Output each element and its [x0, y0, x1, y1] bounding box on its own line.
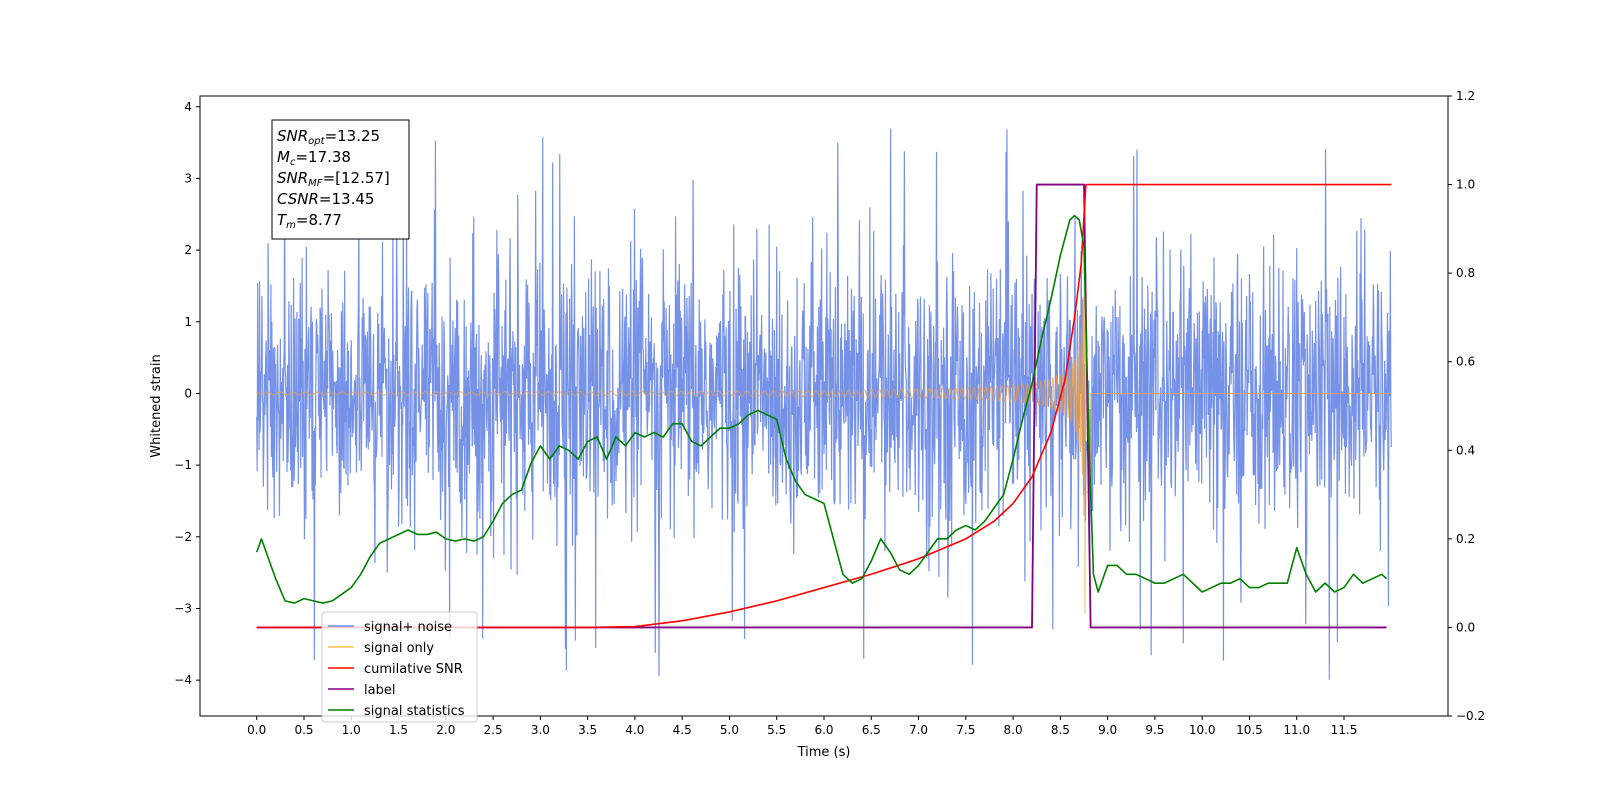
- y-left-tick-label: 2: [184, 243, 192, 257]
- series-signal-statistics: [255, 214, 1388, 604]
- legend-entry-label: signal+ noise: [364, 620, 452, 635]
- legend-frame: [321, 611, 478, 723]
- y-left-tick-label: −1: [174, 458, 192, 472]
- y-axis-label: Whitened strain: [149, 354, 164, 457]
- legend-entry-label: cumilative SNR: [364, 662, 463, 677]
- info-box-line: CSNR=13.45: [277, 190, 374, 208]
- y-left-tick-label: 0: [184, 386, 192, 400]
- info-box-frame: [271, 119, 410, 240]
- x-tick-label: 6.5: [862, 723, 881, 737]
- x-tick-label: 8.0: [1004, 723, 1023, 737]
- series-signal-only: [256, 241, 1392, 614]
- x-tick-label: 9.0: [1098, 723, 1117, 737]
- series-signal-noise: [256, 128, 1392, 680]
- x-tick-label: 8.5: [1051, 723, 1070, 737]
- x-tick-label: 2.5: [484, 723, 503, 737]
- y-right-tick-label: −0.2: [1456, 709, 1485, 723]
- x-tick-label: 0.5: [294, 723, 313, 737]
- info-box-line: Tm=8.77: [277, 211, 342, 231]
- y-left-tick-label: 1: [184, 315, 192, 329]
- x-tick-label: 9.5: [1145, 723, 1164, 737]
- y-right-tick-label: 0.6: [1456, 355, 1475, 369]
- y-right-tick-label: 1.2: [1456, 89, 1475, 103]
- y-right-tick-label: 1.0: [1456, 178, 1475, 192]
- x-tick-label: 5.0: [720, 723, 739, 737]
- series-cumulative-snr: [256, 183, 1392, 629]
- y-right-tick-label: 0.8: [1456, 266, 1475, 280]
- x-tick-label: 1.5: [389, 723, 408, 737]
- y-right-tick-label: 0.2: [1456, 532, 1475, 546]
- y-left-tick-label: −2: [174, 530, 192, 544]
- y-left-tick-label: −3: [174, 601, 192, 615]
- x-tick-label: 3.0: [531, 723, 550, 737]
- info-box-line: SNRopt=13.25: [277, 127, 380, 147]
- info-box-line: Mc=17.38: [277, 148, 351, 168]
- x-tick-label: 1.0: [342, 723, 361, 737]
- x-tick-label: 11.5: [1331, 723, 1358, 737]
- legend-entry-label: signal only: [364, 641, 434, 656]
- y-left-tick-label: 3: [184, 171, 192, 185]
- x-tick-label: 11.0: [1283, 723, 1310, 737]
- x-tick-label: 4.0: [625, 723, 644, 737]
- x-tick-label: 10.5: [1236, 723, 1263, 737]
- series-layer: [255, 128, 1392, 680]
- x-axis: 0.0 0.5 1.0 1.5 2.0 2.5 3.0 3.5 4.0 4.5 5.0 5.5 6.0 6…: [247, 716, 1357, 737]
- x-tick-label: 7.0: [909, 723, 928, 737]
- y-left-tick-label: 4: [184, 100, 192, 114]
- x-tick-label: 2.0: [436, 723, 455, 737]
- x-axis-label: Time (s): [797, 745, 851, 760]
- y-right-tick-label: 0.4: [1456, 443, 1475, 457]
- x-tick-label: 6.0: [814, 723, 833, 737]
- x-tick-label: 0.0: [247, 723, 266, 737]
- info-box-line: SNRMF=[12.57]: [277, 169, 390, 189]
- series-label: [256, 183, 1387, 629]
- y-left-tick-label: −4: [174, 673, 192, 687]
- info-box: SNRopt=13.25Mc=17.38SNRMF=[12.57]CSNR=13…: [271, 119, 410, 240]
- legend: signal+ noise signal only cumilative SNR la…: [321, 611, 478, 723]
- x-tick-label: 7.5: [956, 723, 975, 737]
- legend-entry-label: signal statistics: [364, 704, 465, 719]
- y-right-tick-label: 0.0: [1456, 620, 1475, 634]
- x-tick-label: 4.5: [673, 723, 692, 737]
- y-axis-right: 1.2 1.0 0.8 0.6 0.4 0.2 0.0 −0.2: [1448, 89, 1485, 723]
- legend-entry-label: label: [364, 683, 395, 698]
- x-tick-label: 10.0: [1189, 723, 1216, 737]
- y-axis-left: 4 3 2 1 0 −1 −2 −3 −4: [174, 100, 200, 687]
- x-tick-label: 5.5: [767, 723, 786, 737]
- x-tick-label: 3.5: [578, 723, 597, 737]
